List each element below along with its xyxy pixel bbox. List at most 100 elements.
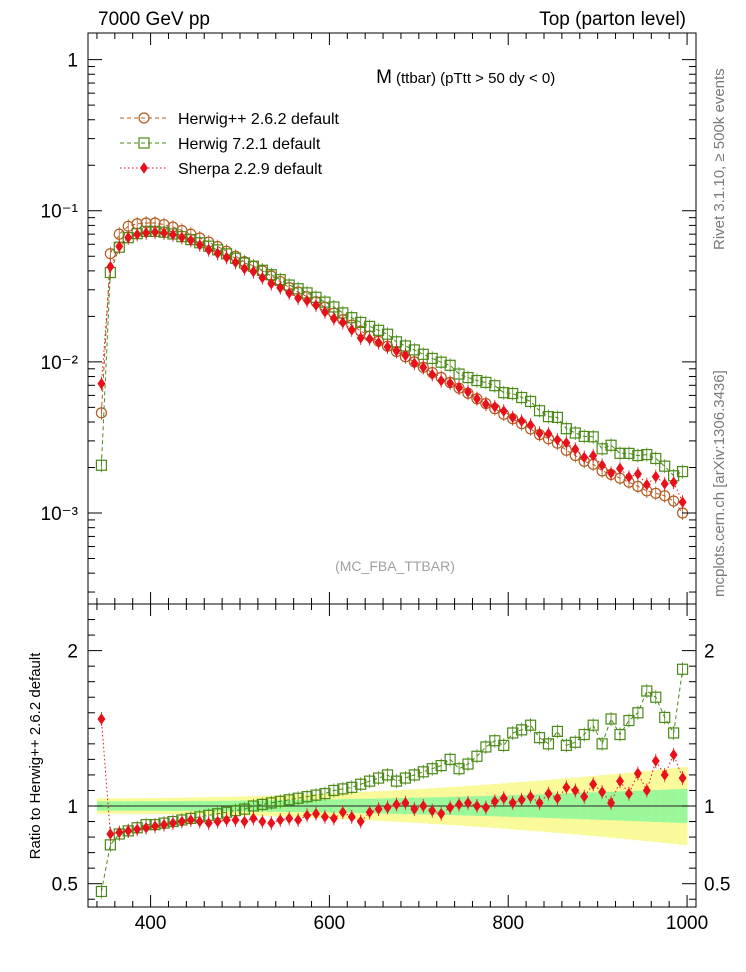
data-point	[444, 753, 456, 765]
data-point	[320, 811, 329, 823]
data-point	[186, 234, 195, 247]
data-point	[542, 411, 555, 423]
data-point	[319, 787, 331, 800]
data-point	[410, 357, 419, 369]
data-point	[642, 784, 651, 797]
data-point	[668, 495, 680, 507]
data-point	[303, 295, 312, 307]
data-point	[650, 452, 662, 465]
data-point	[498, 387, 510, 399]
data-point	[231, 814, 240, 826]
series-line	[100, 222, 683, 514]
data-point	[372, 324, 385, 336]
data-point	[480, 741, 492, 753]
data-point	[356, 332, 365, 344]
data-point	[142, 822, 151, 834]
data-point	[551, 411, 564, 423]
data-point	[364, 775, 376, 787]
data-point	[560, 739, 572, 752]
data-point	[426, 352, 438, 365]
data-point	[383, 801, 392, 814]
data-point	[399, 772, 412, 784]
data-point	[435, 759, 447, 772]
data-point	[633, 767, 642, 780]
header-right: Top (parton level)	[539, 9, 686, 30]
data-point	[285, 812, 294, 825]
data-point	[641, 448, 653, 461]
legend-label: Herwig++ 2.6.2 default	[178, 111, 340, 128]
ratio-y-tick-label-right: 0.5	[704, 875, 730, 896]
series-line	[100, 231, 684, 503]
y-tick-label: 10⁻³	[41, 504, 79, 525]
data-point	[498, 739, 510, 752]
data-point	[472, 800, 481, 812]
data-point	[240, 262, 249, 275]
ratio-y-tick-label: 1	[67, 797, 78, 818]
data-point	[204, 817, 213, 829]
data-point	[303, 809, 312, 822]
data-point	[113, 228, 125, 240]
data-point	[390, 775, 403, 787]
data-point	[616, 462, 624, 475]
watermark: (MC_FBA_TTBAR)	[335, 558, 455, 574]
data-point	[310, 789, 322, 801]
data-point	[551, 725, 564, 738]
data-point	[329, 812, 338, 825]
data-point	[346, 781, 358, 793]
data-point	[356, 815, 365, 828]
data-point	[276, 282, 285, 294]
data-point	[97, 377, 106, 390]
data-point	[624, 471, 633, 483]
data-point	[355, 316, 367, 329]
data-point	[489, 380, 501, 392]
data-point	[480, 376, 492, 389]
data-point	[329, 312, 338, 325]
data-point	[106, 260, 115, 273]
data-point	[589, 778, 598, 790]
data-point	[632, 707, 644, 719]
data-point	[97, 713, 106, 725]
data-point	[632, 449, 644, 462]
ratio-y-tick-label-right: 2	[704, 642, 715, 663]
data-point	[660, 478, 669, 490]
data-point	[115, 826, 124, 839]
x-tick-label: 1000	[666, 913, 708, 934]
data-point	[138, 137, 150, 149]
header-left: 7000 GeV pp	[98, 9, 210, 30]
data-point	[659, 711, 671, 724]
data-point	[453, 368, 465, 380]
data-point	[104, 248, 116, 260]
y-tick-label: 10⁻²	[41, 353, 79, 374]
data-point	[580, 790, 589, 803]
legend: Herwig++ 2.6.2 default Herwig 7.2.1 defau…	[120, 111, 340, 178]
data-point	[455, 798, 464, 811]
data-point	[596, 738, 608, 750]
data-point	[374, 336, 383, 349]
ratio-y-tick-label: 0.5	[52, 875, 78, 896]
data-point	[213, 815, 222, 828]
main-title: M (ttbar) (pTtt > 50 dy < 0)	[376, 67, 555, 88]
data-point	[607, 467, 616, 479]
data-point	[462, 371, 474, 384]
data-point	[553, 792, 562, 804]
data-point	[578, 728, 590, 741]
data-point	[616, 775, 624, 787]
data-point	[276, 814, 285, 826]
data-point	[535, 427, 544, 440]
data-point	[524, 719, 537, 731]
data-point	[669, 749, 678, 761]
data-point	[446, 801, 455, 814]
data-point	[151, 820, 160, 832]
data-point	[589, 450, 598, 462]
series-line	[100, 669, 684, 892]
data-point	[490, 795, 499, 808]
data-point	[294, 814, 303, 826]
data-point	[240, 815, 249, 828]
data-point	[320, 306, 329, 318]
data-point	[186, 814, 195, 826]
data-point	[140, 162, 148, 174]
data-point	[623, 447, 635, 459]
data-point	[249, 265, 258, 278]
data-point	[517, 415, 526, 427]
data-point	[417, 348, 429, 360]
